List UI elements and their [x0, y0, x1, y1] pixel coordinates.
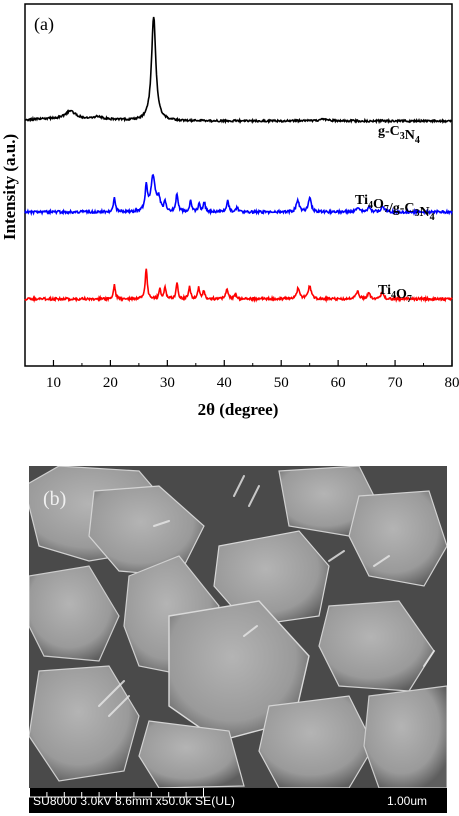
series-line-1: [24, 173, 453, 217]
series-line-2: [24, 268, 453, 304]
xrd-chart: 10 20 30 40 50 60 70 80 (a) g-C3N4 Ti4O7/g-C3N4 T…: [0, 3, 459, 419]
scale-bar-label: 1.00um: [386, 794, 427, 808]
x-tick-label: 60: [331, 375, 346, 391]
series-label-0: g-C3N4: [378, 124, 420, 146]
x-tick-label: 70: [388, 375, 403, 391]
sem-micrograph: (b) SU8000 3.0kV 8.6mm x50.0k SE(UL) 1.0…: [29, 466, 447, 813]
x-tick-label: 20: [103, 375, 118, 391]
scale-bar-ruler: [29, 788, 204, 798]
x-axis-label: 2θ (degree): [198, 400, 279, 419]
series-line-0: [24, 16, 453, 125]
x-tick-label: 10: [46, 375, 61, 391]
sem-image-texture: [29, 466, 447, 788]
panel-label-b: (b): [43, 488, 67, 510]
plot-frame: [24, 3, 453, 367]
x-tick-label: 40: [217, 375, 232, 391]
x-tick-label: 50: [274, 375, 289, 391]
y-axis-label: Intensity (a.u.): [0, 134, 19, 240]
x-tick-label: 80: [445, 375, 459, 391]
x-tick-label: 30: [160, 375, 175, 391]
panel-label-a: (a): [34, 14, 54, 35]
series-label-1: Ti4O7/g-C3N4: [355, 193, 435, 223]
sem-info-bar: SU8000 3.0kV 8.6mm x50.0k SE(UL) 1.00um: [29, 788, 447, 813]
series-label-2: Ti4O7: [378, 283, 412, 305]
